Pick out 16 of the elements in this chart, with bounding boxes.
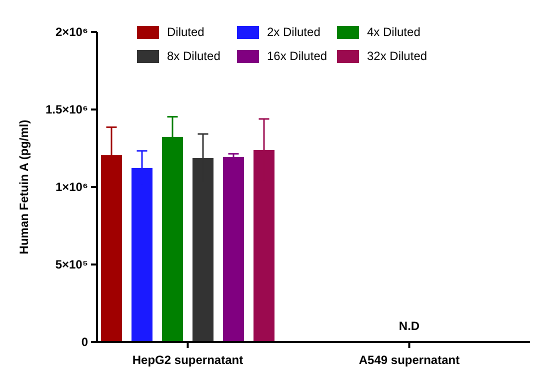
y-tick-label: 2×10⁶	[55, 25, 88, 40]
y-tick-label: 5×10⁵	[55, 258, 88, 272]
y-tick-label: 0	[81, 335, 88, 350]
y-tick-label: 1×10⁶	[55, 180, 88, 194]
legend-label: 8x Diluted	[167, 49, 220, 64]
y-axis-title: Human Fetuin A (pg/ml)	[17, 120, 31, 254]
legend-label: Diluted	[167, 25, 204, 40]
x-tick-label: A549 supernatant	[358, 353, 460, 367]
legend-label: 16x Diluted	[267, 49, 328, 64]
legend-label: 4x Diluted	[367, 25, 420, 40]
annotation: N.D	[398, 319, 420, 333]
y-tick-label: 1.5×10⁶	[45, 102, 88, 117]
x-tick-label: HepG2 supernatant	[132, 353, 244, 367]
legend-label: 2x Diluted	[267, 25, 320, 40]
bar	[223, 156, 244, 342]
legend-label: 32x Diluted	[367, 49, 428, 64]
